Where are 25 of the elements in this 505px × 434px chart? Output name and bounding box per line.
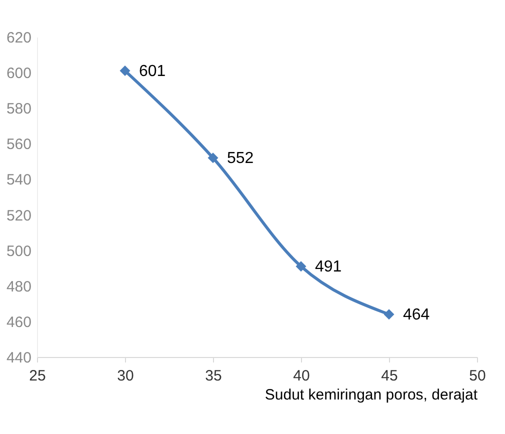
- y-tick-label: 580: [6, 100, 32, 118]
- point: [120, 66, 130, 76]
- y-tick-label: 460: [6, 314, 32, 331]
- x-tick-label: 25: [29, 368, 46, 384]
- x-axis-title: Sudut kemiringan poros, derajat: [264, 386, 478, 404]
- y-tick-label: 440: [6, 350, 32, 366]
- x-tick-label: 40: [293, 368, 310, 384]
- x-tick-label: 30: [117, 368, 134, 384]
- y-tick-label: 560: [6, 136, 32, 154]
- point: [296, 261, 306, 272]
- point: [208, 152, 218, 164]
- x-tick-label: 50: [469, 368, 486, 384]
- x-tick-label: 35: [205, 368, 222, 384]
- data-label: 552: [227, 150, 254, 167]
- y-tick-label: 480: [6, 278, 32, 296]
- y-tick-label: 620: [6, 30, 32, 46]
- y-tick-label: 540: [6, 172, 32, 189]
- data-label: 491: [315, 258, 342, 276]
- y-tick-label: 500: [6, 242, 32, 260]
- point: [384, 309, 394, 320]
- x-tick-label: 45: [381, 368, 398, 384]
- y-tick-label: 600: [6, 65, 32, 82]
- data-label: 601: [139, 62, 166, 80]
- y-tick-label: 520: [6, 207, 32, 224]
- data-label: 464: [403, 306, 430, 324]
